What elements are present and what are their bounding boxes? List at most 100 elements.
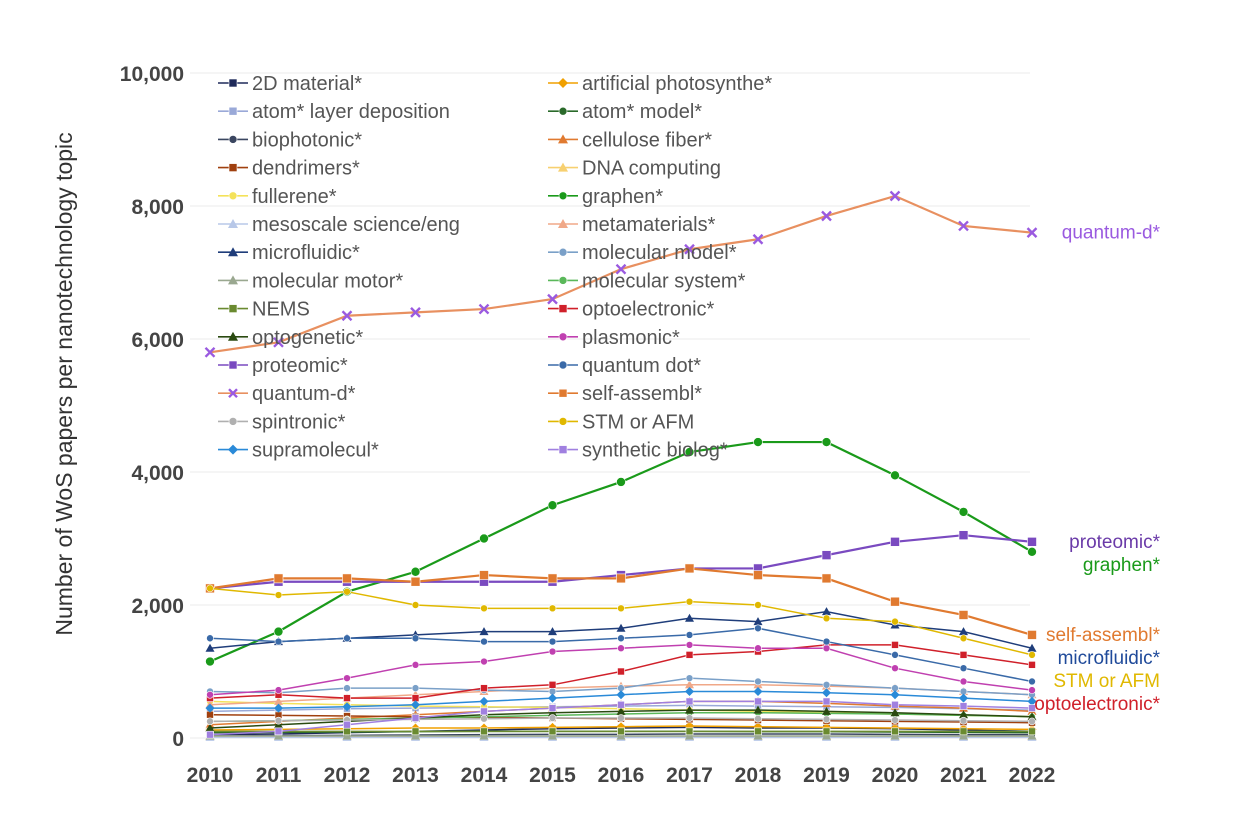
data-point — [890, 690, 900, 700]
series-self-assembl — [205, 563, 1037, 640]
data-point — [617, 667, 625, 676]
legend-item: metamaterials* — [548, 214, 716, 236]
y-axis-label: Number of WoS papers per nanotechnology … — [51, 132, 77, 635]
data-point — [479, 627, 489, 636]
data-point — [206, 717, 214, 726]
data-point — [684, 243, 695, 255]
end-label-self-assembl: self-assembl* — [1046, 625, 1161, 646]
legend-item: 2D material* — [218, 73, 362, 95]
legend-item: optogenetic* — [218, 327, 363, 349]
data-point — [822, 727, 831, 736]
data-point — [616, 477, 626, 487]
data-point — [822, 680, 831, 689]
series-lines — [204, 190, 1038, 741]
legend-label: synthetic biolog* — [582, 440, 728, 462]
data-point — [616, 731, 626, 740]
data-point — [822, 715, 831, 724]
series-stm-or-afm — [206, 584, 1036, 659]
data-point — [617, 644, 625, 653]
series-quantum-d — [204, 190, 1038, 358]
data-point — [959, 651, 968, 659]
data-point — [548, 647, 557, 656]
data-point — [1028, 727, 1036, 736]
data-point — [890, 708, 900, 717]
data-point — [890, 596, 900, 607]
data-point — [274, 727, 283, 736]
data-point — [548, 708, 557, 717]
data-point — [480, 727, 488, 736]
data-point — [558, 360, 568, 370]
data-point — [685, 686, 694, 696]
data-point — [890, 470, 900, 481]
data-point — [753, 731, 763, 740]
data-point — [822, 644, 831, 653]
data-point — [548, 637, 557, 646]
data-point — [558, 134, 568, 144]
data-point — [480, 637, 488, 646]
data-point — [548, 693, 557, 703]
data-point — [274, 731, 283, 740]
data-point — [685, 631, 694, 639]
data-point — [822, 607, 831, 616]
y-tick-label: 2,000 — [131, 595, 184, 618]
data-point — [341, 310, 353, 322]
data-point — [410, 307, 421, 318]
y-axis: 0 2,000 4,000 6,000 8,000 10,000 — [120, 63, 184, 751]
data-point — [617, 714, 625, 722]
data-point — [754, 697, 762, 706]
data-point — [206, 730, 214, 739]
data-point — [274, 686, 283, 694]
x-tick-label: 2015 — [529, 764, 576, 787]
data-point — [1026, 227, 1038, 238]
data-point — [959, 716, 968, 725]
data-point — [558, 191, 568, 201]
data-point — [479, 731, 489, 740]
series-plasmonic — [206, 641, 1036, 699]
legend-item: microfluidic* — [218, 242, 360, 264]
data-point — [274, 716, 283, 725]
data-point — [1027, 696, 1037, 706]
data-point — [958, 530, 969, 540]
legend-item: molecular motor* — [218, 270, 403, 292]
data-point — [754, 601, 762, 609]
y-tick-label: 0 — [172, 728, 184, 751]
data-point — [685, 651, 694, 659]
legend-label: NEMS — [252, 299, 310, 321]
legend-label: cellulose fiber* — [582, 129, 712, 151]
data-point — [822, 688, 831, 698]
data-point — [480, 684, 488, 692]
legend-item: mesoscale science/eng — [218, 214, 460, 236]
data-point — [616, 623, 626, 632]
legend-label: mesoscale science/eng — [252, 214, 460, 236]
data-point — [204, 346, 216, 358]
data-point — [959, 677, 968, 686]
data-point — [685, 727, 694, 736]
x-tick-label: 2014 — [461, 764, 508, 787]
data-point — [958, 610, 969, 620]
data-point — [754, 677, 762, 686]
legend-label: artificial photosynthe* — [582, 73, 772, 95]
data-point — [228, 417, 238, 426]
data-point — [891, 617, 899, 626]
legend-item: atom* layer deposition — [218, 101, 450, 123]
data-point — [273, 336, 284, 348]
data-point — [558, 332, 568, 342]
data-point — [1028, 686, 1036, 694]
legend-item: quantum dot* — [548, 355, 701, 377]
data-point — [616, 573, 626, 584]
data-point — [821, 437, 832, 447]
data-point — [228, 219, 238, 228]
data-point — [959, 731, 968, 740]
legend-item: spintronic* — [218, 411, 346, 433]
legend-item: dendrimers* — [218, 158, 360, 180]
data-point — [479, 533, 489, 544]
data-point — [547, 573, 558, 584]
data-point — [558, 388, 568, 398]
data-point — [685, 714, 694, 722]
legend-item: molecular system* — [548, 270, 746, 292]
data-point — [1027, 712, 1037, 721]
end-label-proteomic: proteomic* — [1069, 532, 1160, 553]
data-point — [959, 634, 968, 643]
y-tick-label: 8,000 — [131, 196, 184, 219]
legend-item: synthetic biolog* — [548, 440, 728, 462]
